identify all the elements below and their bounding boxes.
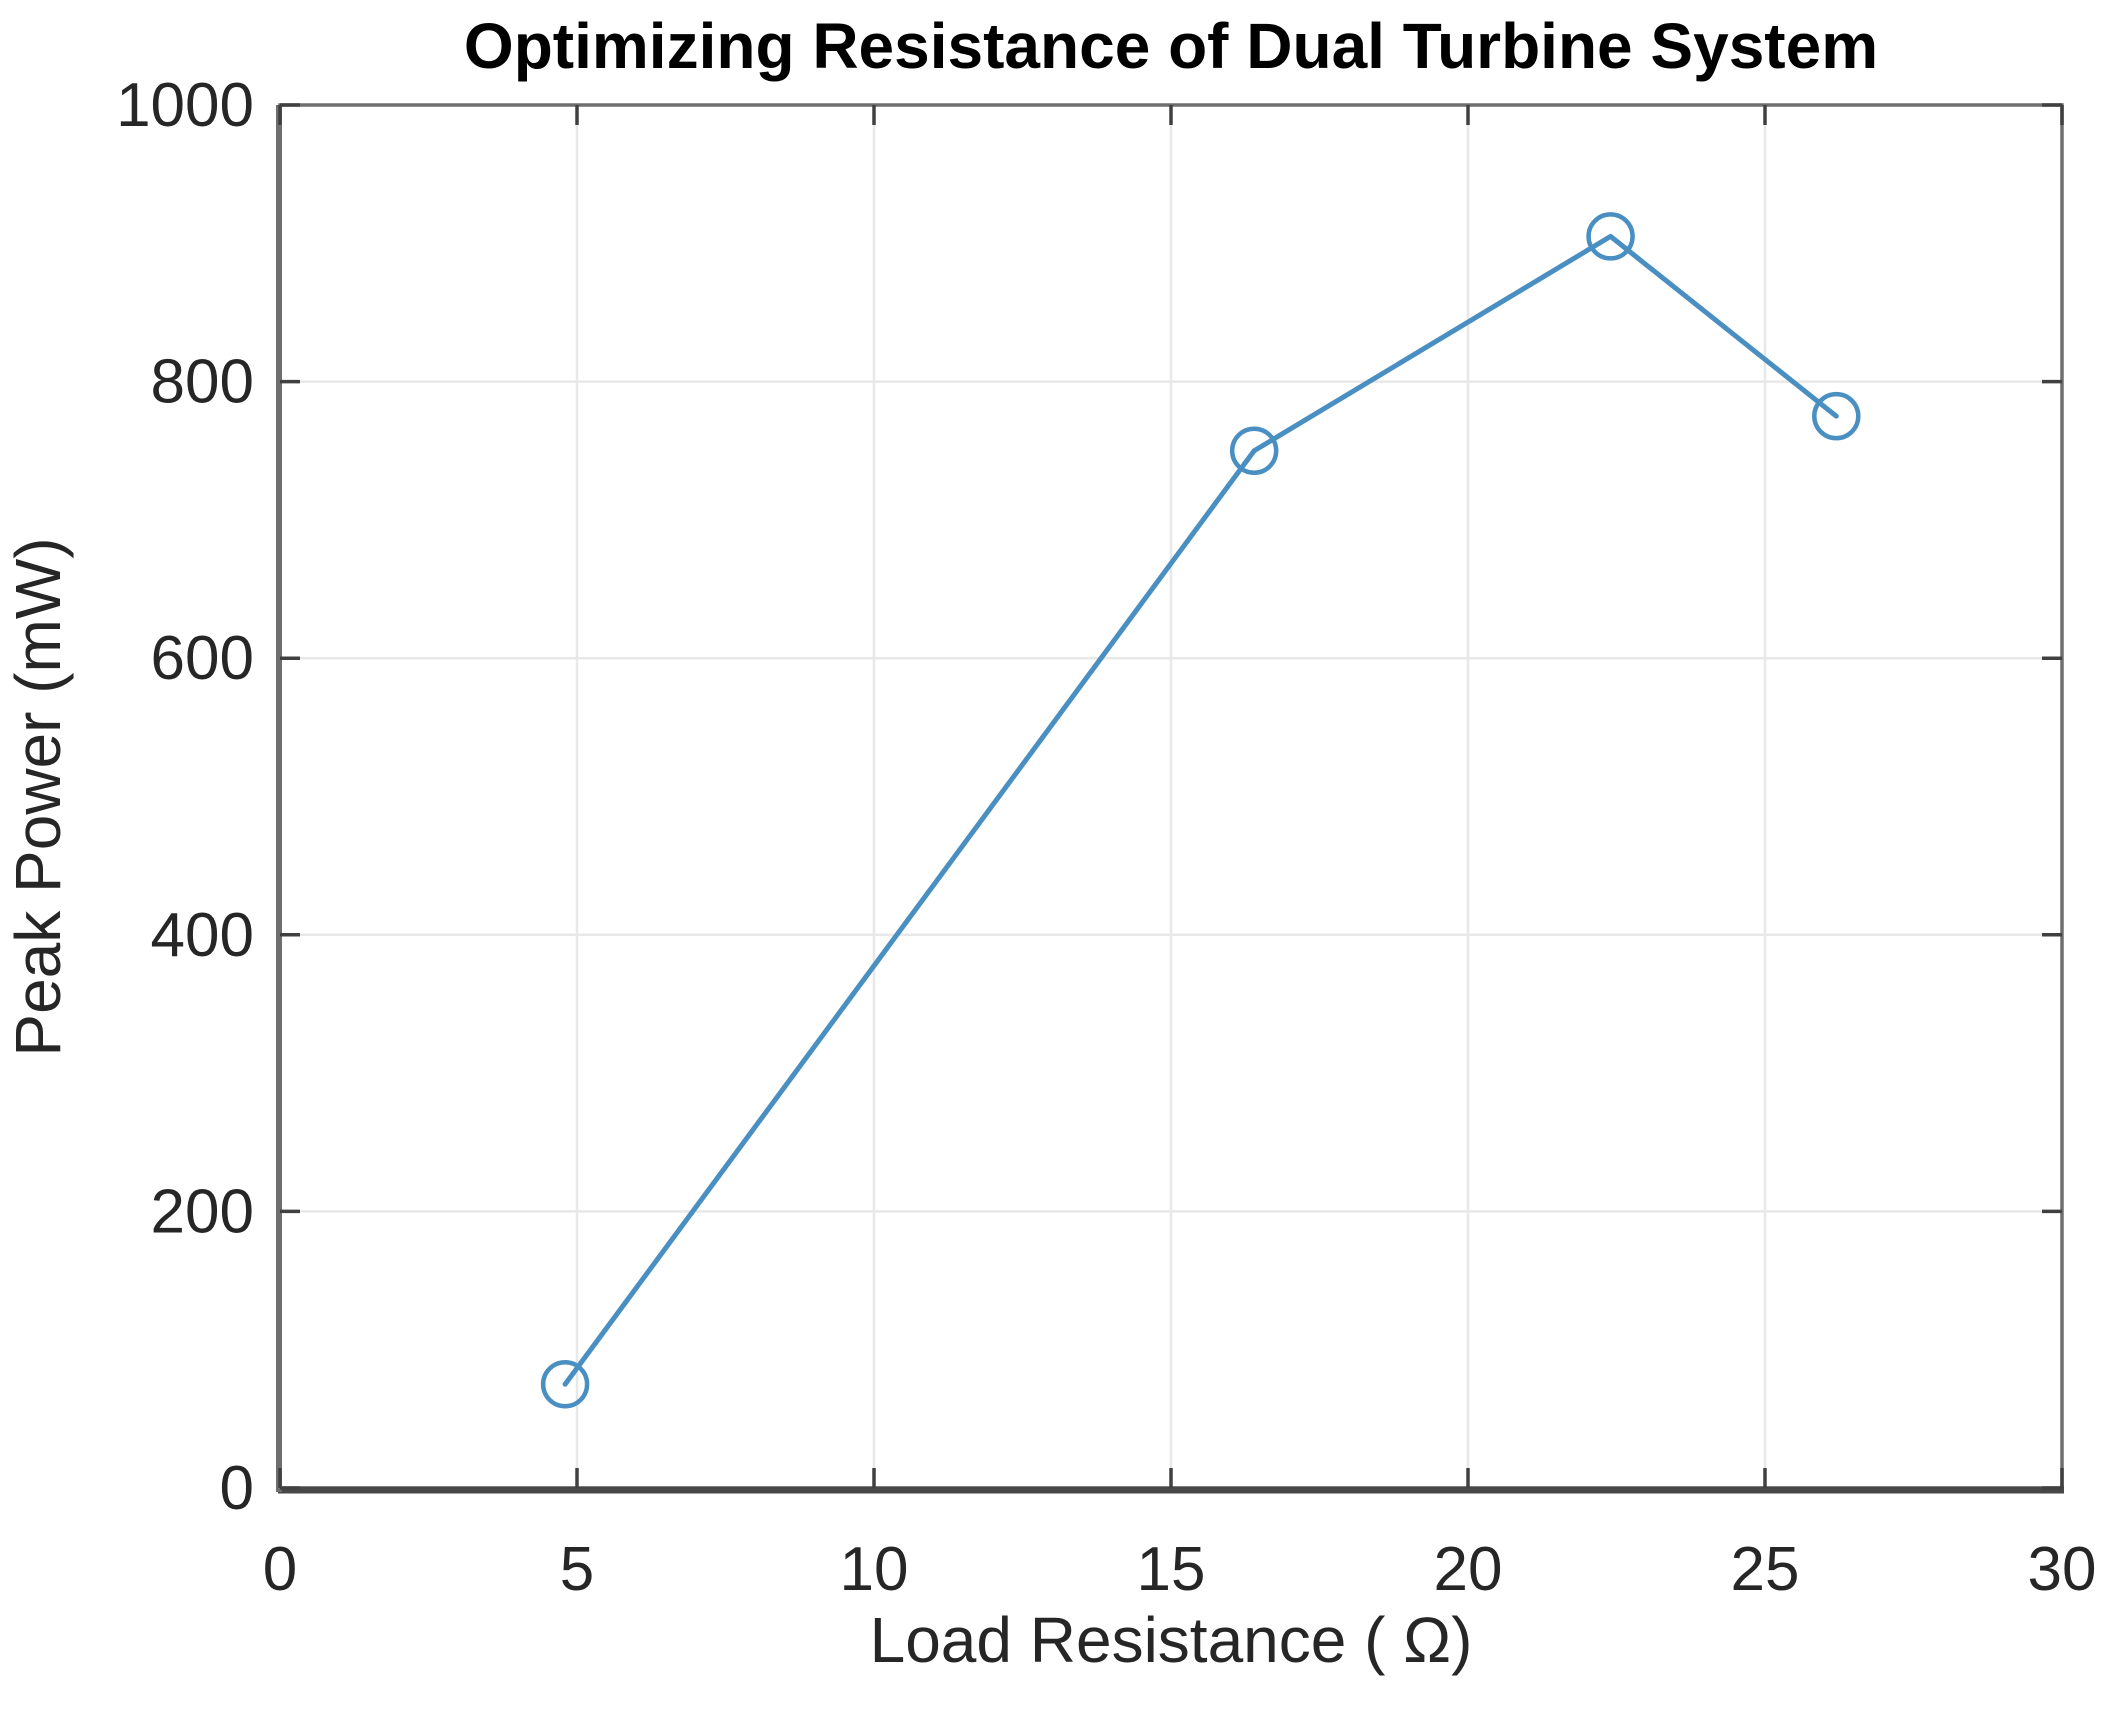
x-tick-label: 30	[2028, 1535, 2097, 1604]
y-tick-label: 200	[151, 1177, 254, 1246]
x-tick-labels: 0 5 10 15 20 25 30	[263, 1535, 2097, 1604]
x-tick-label: 10	[840, 1535, 909, 1604]
x-tick-label: 5	[560, 1535, 594, 1604]
x-tick-label: 15	[1137, 1535, 1206, 1604]
y-tick-labels: 0 200 400 600 800 1000	[116, 71, 254, 1523]
data-point-marker	[1812, 391, 1861, 441]
x-tick-label: 25	[1731, 1535, 1800, 1604]
gridlines	[280, 105, 2062, 1488]
x-tick-label: 20	[1434, 1535, 1503, 1604]
y-tick-label: 600	[151, 624, 254, 693]
y-tick-label: 1000	[116, 71, 254, 140]
x-axis-label: Load Resistance ( Ω)	[870, 1604, 1473, 1676]
y-tick-label: 800	[151, 348, 254, 417]
data-series	[540, 212, 1861, 1409]
x-tick-label: 0	[263, 1535, 297, 1604]
tick-marks	[278, 103, 2064, 1490]
data-point-marker	[1586, 212, 1635, 261]
data-line	[562, 233, 1839, 1387]
y-tick-label: 0	[220, 1454, 254, 1523]
data-point-marker	[540, 1360, 590, 1409]
y-axis-label: Peak Power (mW)	[2, 537, 74, 1056]
data-point-marker	[1229, 426, 1279, 475]
chart-title: Optimizing Resistance of Dual Turbine Sy…	[464, 10, 1878, 82]
y-tick-label: 400	[151, 901, 254, 970]
